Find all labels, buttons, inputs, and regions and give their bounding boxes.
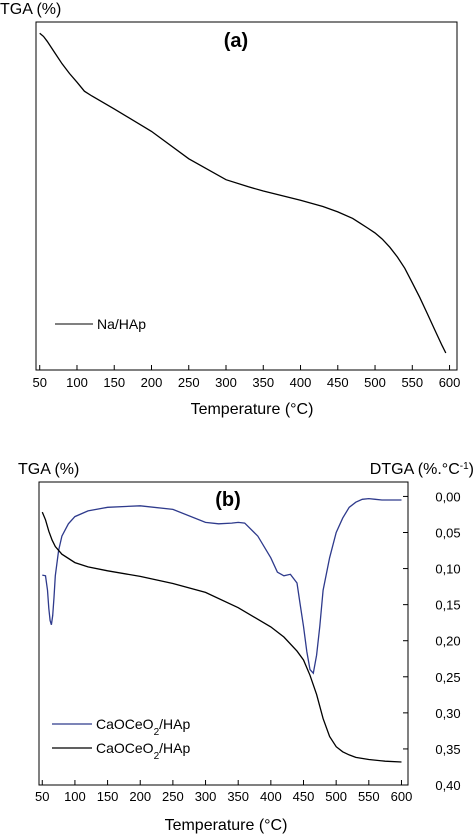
- x-tick-label: 600: [439, 375, 461, 390]
- panel-a-ylabel: TGA (%): [0, 1, 61, 18]
- x-tick-label: 500: [364, 375, 386, 390]
- y-tick-label: 0,30: [435, 706, 460, 721]
- x-tick-label: 550: [358, 789, 380, 804]
- x-tick-label: 350: [252, 375, 274, 390]
- x-tick-label: 300: [215, 375, 237, 390]
- panel-a-legend-label: Na/HAp: [97, 316, 146, 332]
- x-tick-label: 600: [391, 789, 413, 804]
- x-tick-label: 450: [327, 375, 349, 390]
- x-tick-label: 100: [64, 789, 86, 804]
- panel-b-y-ticks: 0,00 0,05 0,10 0,15 0,20 0,25 0,30 0,35 0,40: [403, 489, 461, 793]
- panel-b-series: [41, 497, 402, 763]
- panel-b-frame: [38, 481, 409, 786]
- x-tick-label: 300: [195, 789, 217, 804]
- x-tick-label: 450: [293, 789, 315, 804]
- panel-a-series: [39, 32, 447, 354]
- panel-a-frame: [35, 21, 458, 371]
- x-tick-label: 250: [178, 375, 200, 390]
- series-line-tga: [41, 511, 402, 763]
- y-tick-label: 0,05: [435, 526, 460, 541]
- x-tick-label: 200: [129, 789, 151, 804]
- x-tick-label: 50: [32, 375, 46, 390]
- panel-a: TGA (%) (a) 50 100 150 200 250 300 350 400 450 50…: [0, 1, 460, 418]
- y-tick-label: 0,00: [435, 489, 460, 504]
- series-line-dtga: [42, 497, 402, 675]
- panel-b-ylabel-left: TGA (%): [18, 461, 79, 478]
- y-tick-label: 0,15: [435, 598, 460, 613]
- x-tick-label: 100: [66, 375, 88, 390]
- panel-b-ylabel-right: DTGA (%.°C-1): [370, 461, 474, 479]
- panel-b-x-ticks: 50 100 150 200 250 300 350 400 450 500 550 600: [35, 780, 412, 804]
- panel-a-x-ticks: 50 100 150 200 250 300 350 400 450 500 550 600: [32, 365, 460, 390]
- panel-b-xlabel: Temperature (°C): [165, 817, 288, 834]
- x-tick-label: 150: [97, 789, 119, 804]
- x-tick-label: 200: [141, 375, 163, 390]
- x-tick-label: 150: [103, 375, 125, 390]
- y-tick-label: 0,20: [435, 634, 460, 649]
- x-tick-label: 50: [35, 789, 49, 804]
- panel-a-xlabel: Temperature (°C): [191, 401, 314, 418]
- y-tick-label: 0,10: [435, 562, 460, 577]
- x-tick-label: 350: [227, 789, 249, 804]
- panel-b: TGA (%) DTGA (%.°C-1) (b) 50 100 150 200 250…: [18, 461, 474, 835]
- x-tick-label: 500: [325, 789, 347, 804]
- panel-a-label: (a): [224, 30, 248, 52]
- panel-b-label: (b): [215, 489, 241, 511]
- x-tick-label: 250: [162, 789, 184, 804]
- y-tick-label: 0,25: [435, 670, 460, 685]
- series-line-na-hap: [39, 32, 447, 354]
- y-tick-label: 0,40: [435, 778, 460, 793]
- y-tick-label: 0,35: [435, 742, 460, 757]
- legend-label: CaOCeO2/HAp: [96, 716, 190, 738]
- x-tick-label: 400: [290, 375, 312, 390]
- legend-label: CaOCeO2/HAp: [96, 740, 190, 762]
- x-tick-label: 400: [260, 789, 282, 804]
- x-tick-label: 550: [401, 375, 423, 390]
